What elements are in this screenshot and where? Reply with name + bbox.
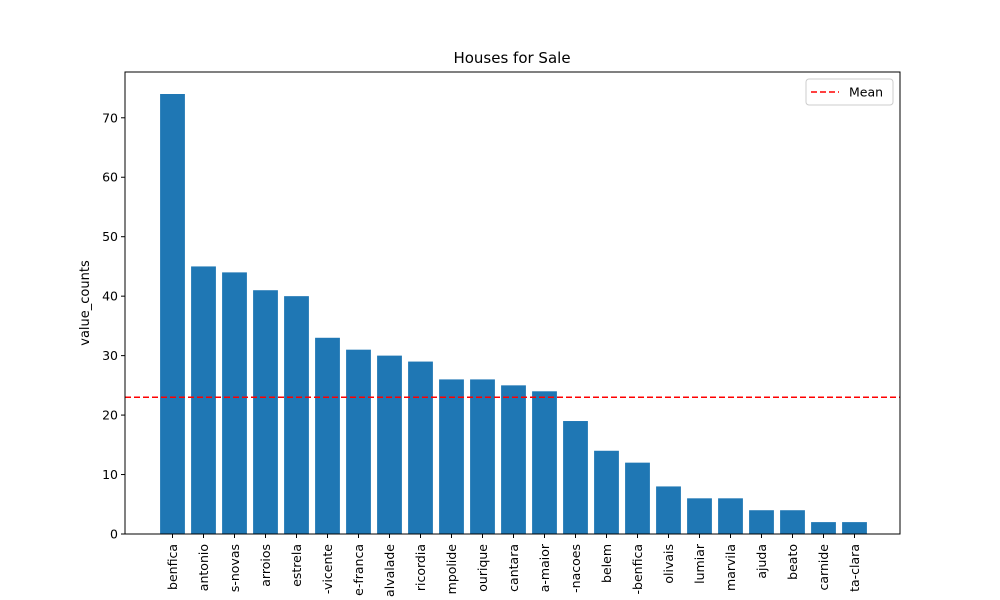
x-tick-label-a-maior: a-maior bbox=[537, 543, 552, 592]
x-tick-label-marvila: marvila bbox=[723, 544, 738, 591]
bar-ourique bbox=[470, 379, 495, 534]
bar--vicente bbox=[315, 337, 340, 534]
y-tick-label: 30 bbox=[102, 348, 118, 363]
x-tick-label-belem: belem bbox=[599, 544, 614, 583]
x-tick-label-cantara: cantara bbox=[506, 544, 521, 592]
x-tick-label-beato: beato bbox=[785, 544, 800, 580]
x-tick-label-carnide: carnide bbox=[816, 544, 831, 591]
x-tick-label-antonio: antonio bbox=[196, 544, 211, 591]
y-axis-ticks: 0 10 20 30 40 50 60 70 bbox=[102, 110, 125, 542]
bar-carnide bbox=[811, 522, 836, 534]
bar-olivais bbox=[656, 486, 681, 534]
bar-belem bbox=[594, 450, 619, 534]
bar-marvila bbox=[718, 498, 743, 534]
x-tick-label-ricordia: ricordia bbox=[413, 544, 428, 591]
x-tick-label-ajuda: ajuda bbox=[754, 544, 769, 579]
y-tick-label: 20 bbox=[102, 408, 118, 423]
x-tick-label-olivais: olivais bbox=[661, 544, 676, 584]
x-tick-label-lumiar: lumiar bbox=[692, 543, 707, 584]
x-tick-label-alvalade: alvalade bbox=[382, 544, 397, 597]
bar-antonio bbox=[191, 266, 216, 534]
bar-mpolide bbox=[439, 379, 464, 534]
x-tick-label-ta-clara: ta-clara bbox=[847, 544, 862, 592]
bar-beato bbox=[780, 510, 805, 534]
legend-mean-label: Mean bbox=[849, 85, 883, 100]
bar-s-novas bbox=[222, 272, 247, 534]
x-tick-label-arroios: arroios bbox=[258, 544, 273, 587]
bar-arroios bbox=[253, 290, 278, 534]
y-tick-label: 40 bbox=[102, 289, 118, 304]
y-tick-label: 0 bbox=[110, 527, 118, 542]
x-tick-label-e-franca: e-franca bbox=[351, 544, 366, 596]
bar-lumiar bbox=[687, 498, 712, 534]
y-tick-label: 70 bbox=[102, 110, 118, 125]
bar-e-franca bbox=[346, 349, 371, 534]
bar-estrela bbox=[284, 296, 309, 534]
legend-box bbox=[805, 78, 894, 106]
bar-a-maior bbox=[532, 391, 557, 534]
x-tick-label--nacoes: -nacoes bbox=[568, 544, 583, 593]
bar-ajuda bbox=[749, 510, 774, 534]
x-axis-ticks: benfica antonio s-novas arroios estrela -vice… bbox=[165, 534, 862, 597]
bar--benfica bbox=[625, 462, 650, 534]
y-axis-label: value_counts bbox=[78, 260, 93, 346]
x-tick-label--benfica: -benfica bbox=[630, 544, 645, 594]
x-tick-label-benfica: benfica bbox=[165, 544, 180, 590]
y-tick-label: 10 bbox=[102, 467, 118, 482]
bar-ta-clara bbox=[842, 522, 867, 534]
chart-title: Houses for Sale bbox=[453, 49, 570, 67]
x-tick-label-s-novas: s-novas bbox=[227, 544, 242, 592]
bar-ricordia bbox=[408, 361, 433, 534]
bar-alvalade bbox=[377, 355, 402, 534]
legend: Mean bbox=[805, 78, 894, 106]
bar-benfica bbox=[160, 94, 185, 534]
x-tick-label--vicente: -vicente bbox=[320, 544, 335, 594]
x-tick-label-mpolide: mpolide bbox=[444, 544, 459, 595]
bar-cantara bbox=[501, 385, 526, 534]
x-tick-label-estrela: estrela bbox=[289, 544, 304, 587]
bar--nacoes bbox=[563, 421, 588, 534]
bars-group bbox=[160, 94, 867, 534]
plot-frame bbox=[124, 71, 901, 535]
y-tick-label: 60 bbox=[102, 170, 118, 185]
x-tick-label-ourique: ourique bbox=[475, 544, 490, 592]
y-tick-label: 50 bbox=[102, 229, 118, 244]
